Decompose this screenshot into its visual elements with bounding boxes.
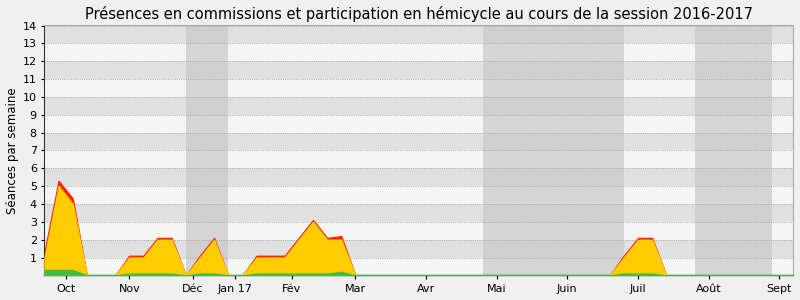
Bar [45,151,794,168]
Bar [482,26,554,275]
Bar [45,26,794,44]
Title: Présences en commissions et participation en hémicycle au cours de la session 20: Présences en commissions et participatio… [85,6,753,22]
Bar [45,61,794,79]
Bar [45,204,794,222]
Bar [45,97,794,115]
Bar [45,222,794,240]
Bar [45,168,794,186]
Bar [186,26,228,275]
Bar [45,44,794,61]
Bar [45,133,794,151]
Bar [45,240,794,258]
Bar [554,26,624,275]
Bar [45,258,794,275]
Bar [45,79,794,97]
Y-axis label: Séances par semaine: Séances par semaine [6,87,18,214]
Bar [45,115,794,133]
Bar [45,186,794,204]
Bar [694,26,772,275]
